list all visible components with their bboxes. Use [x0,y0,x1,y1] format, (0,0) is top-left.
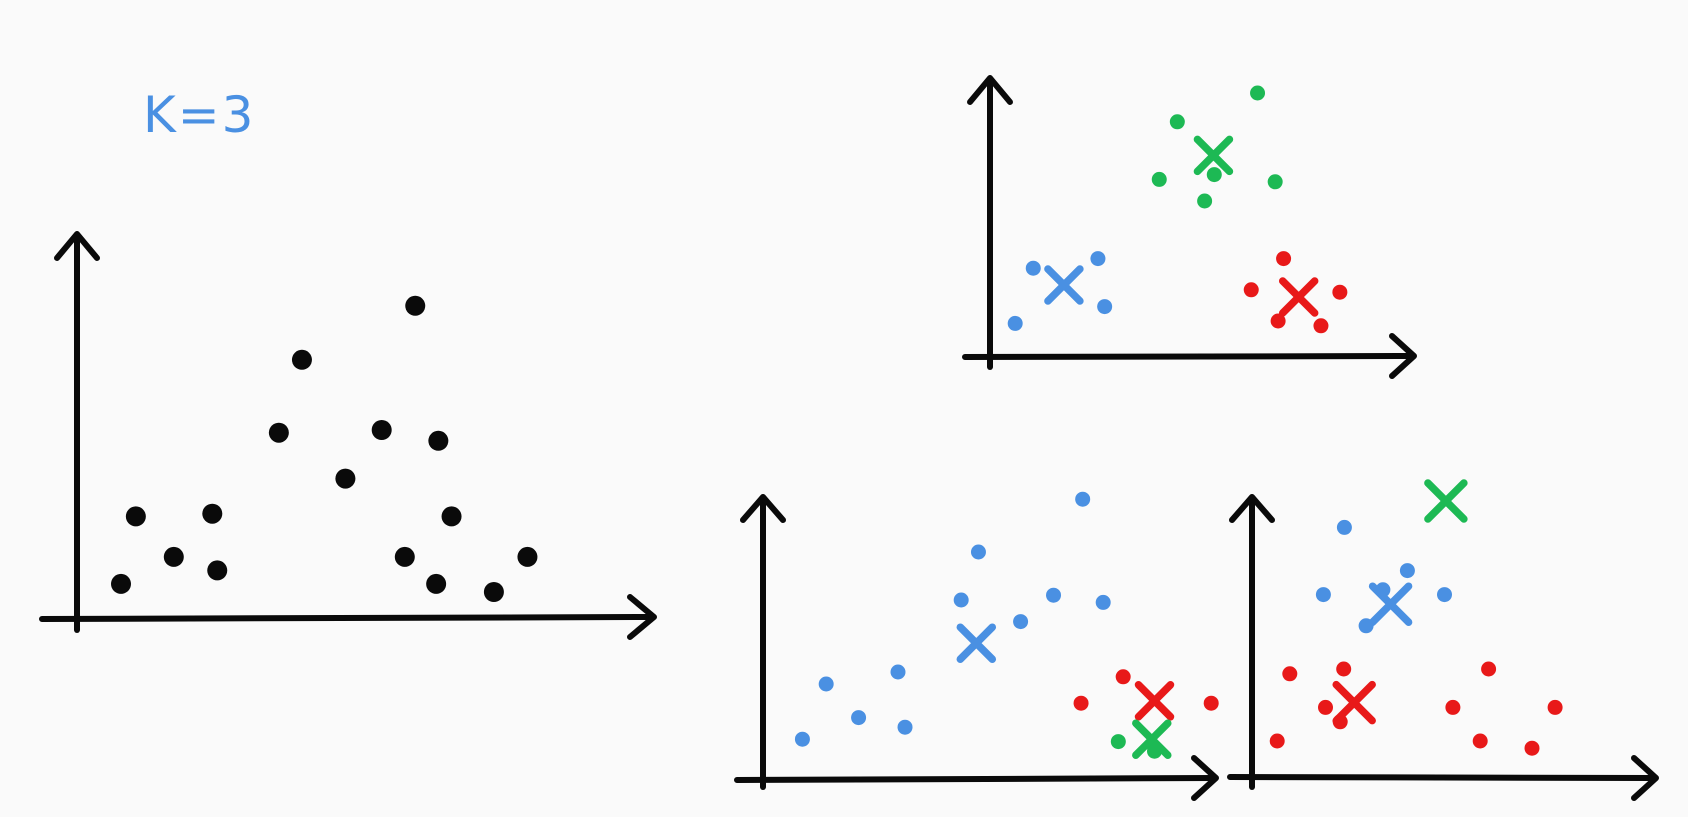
red-data-point [1336,661,1352,677]
blue-centroid-cross [1368,582,1413,626]
x-axis-arrowhead [1191,755,1219,801]
blue-data-point [970,544,986,560]
blue-data-point [1315,587,1331,603]
ink-data-point [268,422,289,443]
ink-data-point [163,546,184,567]
blue-data-point [1046,587,1062,603]
blue-data-point [818,676,834,692]
ink-data-point [441,506,462,527]
red-data-point [1481,661,1497,677]
ink-data-point [517,546,538,567]
blue-data-point [897,719,913,735]
blue-data-point [1025,260,1041,276]
red-data-point [1445,699,1461,715]
blue-data-point [1090,251,1106,267]
k-label: K=3 [143,86,256,144]
y-axis-arrowhead [54,231,100,261]
ink-data-point [111,573,131,594]
panel-poor-clustering-1 [734,491,1219,801]
ink-data-point [335,468,356,489]
ink-data-point [125,506,146,527]
data-points [111,295,538,602]
blue-data-point [1013,614,1029,630]
x-axis [1227,774,1657,781]
red-data-point [1203,695,1219,711]
red-data-point [1332,284,1348,300]
blue-data-point [1095,594,1111,610]
green-data-point [1110,734,1126,750]
ink-data-point [483,582,504,602]
green-data-point [1169,114,1185,130]
blue-data-point [851,710,867,726]
data-points [1269,479,1563,756]
blue-data-point [1336,519,1352,535]
blue-data-point [1399,563,1415,579]
red-data-point [1269,733,1285,749]
red-centroid-cross [1332,680,1376,725]
blue-centroid-cross [956,623,997,663]
blue-data-point [953,592,969,608]
green-centroid-cross [1132,719,1172,759]
red-data-point [1313,318,1329,334]
x-axis [962,353,1416,360]
ink-data-point [371,420,392,440]
blue-data-point [794,731,810,747]
red-data-point [1115,669,1131,685]
x-axis [39,614,655,622]
ink-data-point [291,349,312,370]
panel-unclustered [39,231,657,640]
ink-data-point [394,546,415,567]
green-data-point [1250,85,1266,101]
panel-poor-clustering-2 [1227,479,1659,801]
red-data-point [1472,733,1488,749]
red-centroid-cross [1134,681,1175,721]
ink-data-point [428,430,449,451]
panel-good-clustering [962,75,1417,379]
blue-centroid-cross [1044,265,1084,305]
ink-data-point [426,573,447,594]
green-data-point [1206,167,1222,183]
y-axis-arrowhead [967,75,1013,105]
y-axis-arrowhead [740,494,786,523]
red-data-point [1524,740,1540,756]
green-data-point [1151,171,1167,187]
x-axis-arrowhead [1631,755,1659,801]
red-data-point [1547,699,1563,715]
red-data-point [1270,313,1286,329]
x-axis [734,775,1218,783]
x-axis-arrowhead [1389,333,1417,379]
ink-data-point [207,560,228,581]
x-axis-arrowhead [627,594,657,640]
blue-data-point [890,664,906,680]
data-points [1007,85,1348,334]
blue-data-point [1075,491,1091,507]
blue-data-point [1437,587,1452,603]
ink-data-point [405,295,426,316]
red-data-point [1318,699,1333,715]
blue-data-point [1097,299,1113,315]
red-data-point [1073,695,1089,711]
blue-data-point [1007,315,1023,331]
green-data-point [1197,193,1213,209]
green-centroid-cross [1424,479,1468,523]
green-data-point [1267,174,1283,190]
red-data-point [1243,282,1259,298]
red-centroid-cross [1278,277,1319,317]
red-data-point [1276,251,1292,267]
green-centroid-cross [1193,135,1234,176]
red-data-point [1282,666,1298,682]
ink-data-point [202,503,223,524]
data-points [794,491,1219,759]
y-axis-arrowhead [1229,494,1275,523]
